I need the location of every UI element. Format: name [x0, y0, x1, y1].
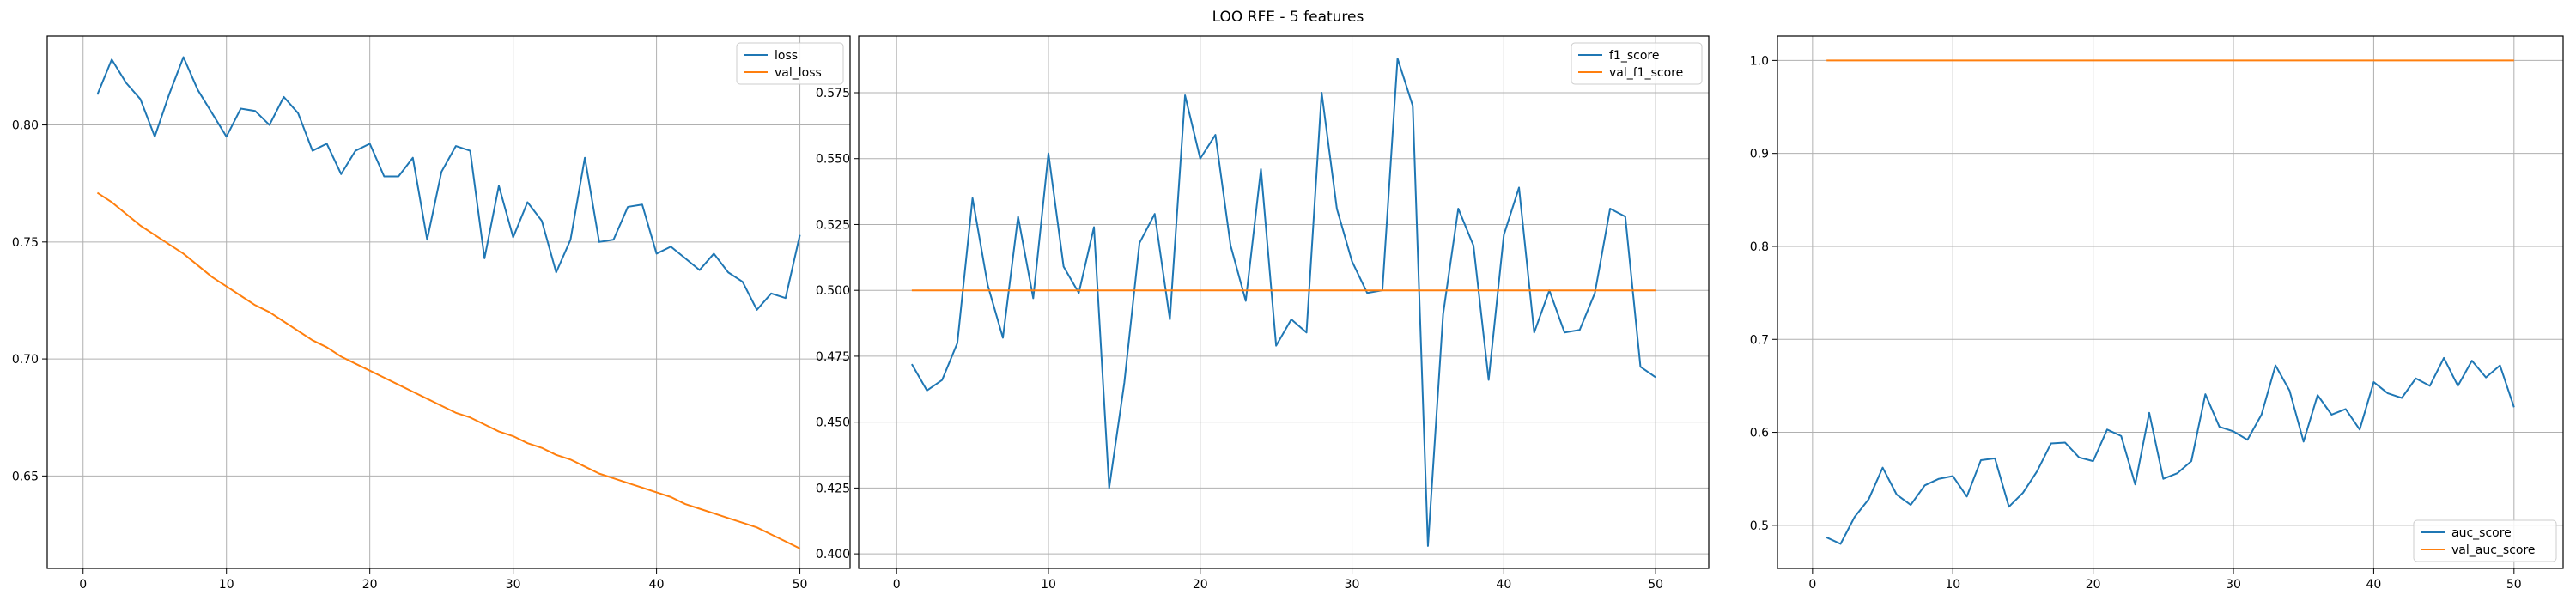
series-line-val_loss — [96, 191, 801, 549]
legend: auc_score val_auc_score — [2413, 519, 2557, 562]
x-tick-label: 30 — [1345, 578, 1360, 592]
y-tick-label: 0.6 — [1750, 427, 1769, 440]
y-tick-label: 0.550 — [816, 153, 850, 167]
y-tick-label: 0.475 — [816, 350, 850, 364]
y-tick-label: 0.70 — [12, 353, 39, 367]
x-tick-label: 20 — [2086, 578, 2101, 592]
legend: loss val_loss — [736, 42, 844, 85]
y-tick-label: 0.9 — [1750, 148, 1769, 161]
legend-label-auc_score: auc_score — [2451, 526, 2512, 540]
y-tick-label: 0.5 — [1750, 519, 1769, 533]
series-line-f1_score — [911, 58, 1656, 547]
axes-frame — [858, 35, 1710, 569]
x-tick-label: 30 — [2226, 578, 2241, 592]
legend-label-f1_score: f1_score — [1609, 49, 1659, 63]
legend: f1_score val_f1_score — [1571, 42, 1703, 85]
legend-box — [1571, 42, 1703, 85]
y-tick-label: 0.80 — [12, 119, 39, 133]
y-tick-label: 0.8 — [1750, 240, 1769, 254]
x-tick-label: 20 — [1193, 578, 1208, 592]
y-tick-label: 0.400 — [816, 548, 850, 562]
y-tick-label: 0.7 — [1750, 333, 1769, 347]
y-tick-label: 0.500 — [816, 284, 850, 298]
x-tick-label: 40 — [649, 578, 665, 592]
x-tick-label: 10 — [219, 578, 234, 592]
x-tick-label: 10 — [1945, 578, 1960, 592]
legend-box — [2413, 519, 2557, 562]
legend-label-loss: loss — [775, 49, 798, 63]
x-tick-label: 30 — [506, 578, 521, 592]
y-tick-label: 0.450 — [816, 416, 850, 430]
x-tick-label: 50 — [2506, 578, 2522, 592]
y-tick-label: 0.425 — [816, 482, 850, 495]
legend-label-val_loss: val_loss — [775, 66, 822, 80]
axes-frame — [1777, 35, 2564, 569]
subplot-1: 0 10 20 30 40 50 0.65 0.70 0.75 0.80 loss val_loss — [12, 35, 851, 592]
y-tick-label: 0.75 — [12, 236, 39, 250]
x-tick-label: 20 — [362, 578, 378, 592]
legend-box — [736, 42, 844, 85]
y-tick-label: 0.575 — [816, 87, 850, 100]
x-tick-label: 50 — [793, 578, 808, 592]
axes-frame — [46, 35, 851, 569]
x-tick-label: 40 — [1496, 578, 1511, 592]
series-line-auc_score — [1826, 356, 2515, 545]
x-tick-label: 10 — [1041, 578, 1056, 592]
x-tick-label: 0 — [893, 578, 901, 592]
figure-suptitle: LOO RFE - 5 features — [1212, 9, 1364, 26]
x-tick-label: 0 — [1808, 578, 1816, 592]
x-tick-label: 0 — [79, 578, 87, 592]
subplot-2: 0 10 20 30 40 50 0.400 0.425 0.450 0.475 0.500 0.52… — [816, 35, 1710, 592]
subplot-3: 0 10 20 30 40 50 0.5 0.6 0.7 0.8 0.9 1.0 auc_scoreva… — [1750, 35, 2564, 592]
x-tick-label: 40 — [2366, 578, 2382, 592]
legend-label-val_auc_score: val_auc_score — [2451, 543, 2536, 557]
series-line-loss — [96, 56, 801, 311]
x-tick-label: 50 — [1648, 578, 1663, 592]
y-tick-label: 0.65 — [12, 470, 39, 483]
y-tick-label: 1.0 — [1750, 54, 1769, 68]
y-tick-label: 0.525 — [816, 218, 850, 232]
legend-label-val_f1_score: val_f1_score — [1609, 66, 1683, 80]
